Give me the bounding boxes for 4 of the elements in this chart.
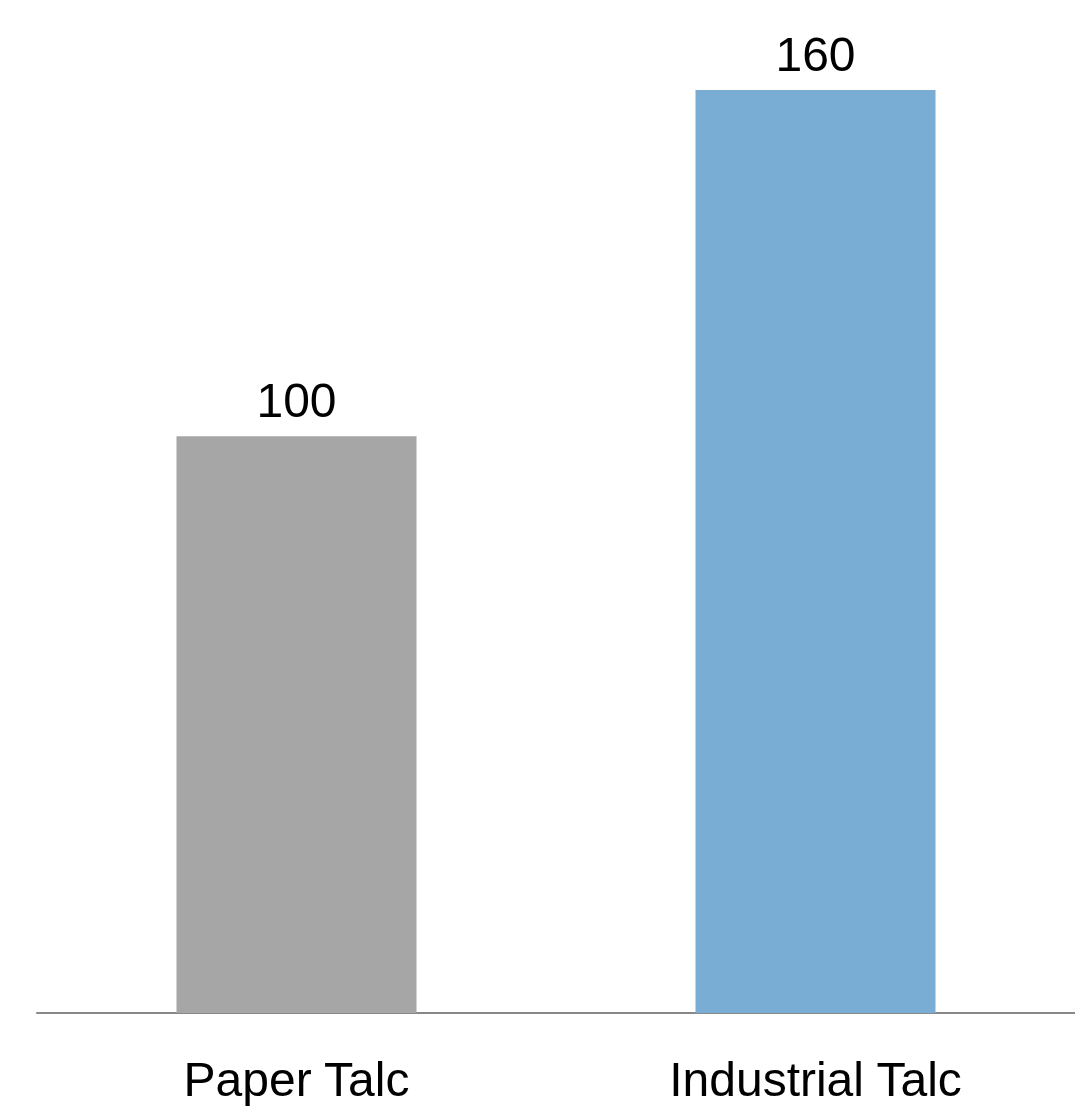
data-label: 160 [775,27,856,81]
x-tick-label: Industrial Talc [669,1052,962,1106]
x-tick-label: Paper Talc [183,1052,410,1106]
data-label: 100 [256,373,337,427]
